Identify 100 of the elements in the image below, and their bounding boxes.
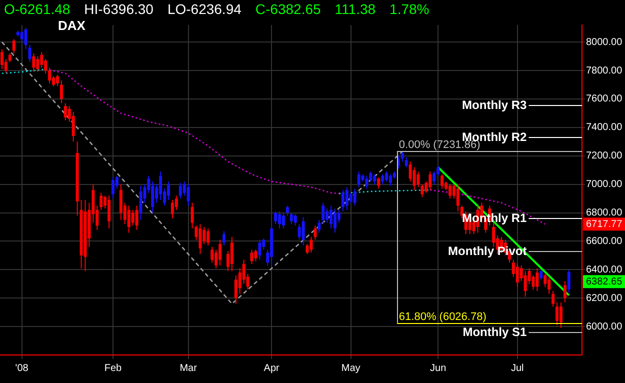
candlestick	[544, 273, 547, 288]
y-tick-label: 6200.00	[586, 292, 623, 304]
candlestick	[242, 259, 246, 284]
candlestick	[432, 171, 436, 185]
candlestick	[345, 186, 348, 210]
candlestick	[341, 190, 344, 212]
x-tick-label: Feb	[104, 362, 122, 374]
candlestick	[428, 171, 432, 190]
candlestick	[0, 48, 4, 70]
candlestick	[559, 302, 562, 328]
candlestick	[12, 38, 16, 54]
candlestick	[385, 171, 388, 182]
candlestick	[258, 239, 262, 260]
candlestick	[210, 246, 214, 264]
text: O-6261.48	[4, 0, 70, 18]
candlestick	[349, 192, 352, 204]
candlestick	[48, 67, 52, 84]
x-tick-label: '08	[15, 362, 29, 374]
candlestick	[389, 174, 392, 186]
y-tick-label: 7600.00	[586, 94, 623, 105]
candlestick	[278, 210, 282, 229]
candlestick	[60, 80, 63, 104]
candlestick	[404, 156, 408, 168]
candlestick	[127, 205, 130, 234]
candlestick	[230, 236, 234, 272]
y-tick-label: 7800.00	[586, 65, 623, 76]
text: HI-6396.30	[84, 0, 154, 18]
candlestick	[135, 205, 138, 230]
candlestick	[64, 102, 67, 121]
text: 1.78%	[390, 0, 430, 18]
candlestick	[250, 249, 254, 264]
candlestick	[111, 176, 114, 200]
candlestick	[334, 208, 337, 234]
y-tick-label: 7200.00	[586, 150, 623, 162]
x-tick-label: Mar	[180, 362, 198, 374]
candlestick	[408, 161, 412, 182]
candlestick	[131, 209, 134, 226]
x-tick-label: Jun	[430, 362, 446, 374]
candlestick	[400, 151, 404, 162]
candlestick	[536, 268, 539, 292]
candlestick	[290, 212, 293, 225]
candlestick	[151, 180, 154, 214]
chart-title: DAX	[58, 18, 86, 33]
candlestick	[166, 180, 170, 200]
candlestick	[56, 74, 59, 87]
x-tick-label: Apr	[264, 362, 280, 374]
candlestick	[302, 216, 305, 246]
candlestick	[174, 195, 178, 210]
candlestick	[448, 184, 452, 200]
candlestick	[222, 230, 226, 246]
candlestick	[178, 182, 182, 200]
candlestick	[159, 171, 162, 200]
y-tick-label: 6800.00	[586, 208, 623, 219]
candlestick	[318, 219, 321, 234]
candlestick	[365, 175, 368, 190]
candlestick	[310, 236, 313, 254]
candlestick	[373, 174, 376, 185]
candlestick	[412, 166, 416, 190]
candlestick	[330, 205, 333, 229]
candlestick	[460, 205, 464, 219]
y-tick-label: 6600.00	[586, 236, 623, 247]
candlestick	[108, 195, 111, 229]
candlestick	[314, 225, 317, 240]
line-series	[430, 189, 546, 225]
candlestick	[286, 205, 289, 216]
candlestick	[234, 274, 238, 304]
y-tick-label: 6000.00	[586, 321, 623, 332]
candlestick	[456, 184, 460, 212]
x-tick-label: Jul	[510, 362, 524, 374]
candlestick	[369, 171, 372, 182]
candlestick	[238, 268, 242, 294]
candlestick	[274, 210, 278, 225]
y-tick-label: 7400.00	[586, 122, 623, 134]
candlestick	[32, 52, 36, 72]
ref-line-label: Monthly R3	[462, 98, 528, 112]
text: 6717.77	[586, 218, 623, 230]
candlestick	[254, 249, 258, 262]
candlestick	[552, 290, 555, 308]
ref-line-label: 61.80% (6026.78)	[398, 311, 486, 324]
candlestick	[20, 30, 24, 43]
candlestick	[40, 52, 44, 68]
candlestick	[294, 214, 297, 226]
candlestick	[119, 184, 122, 220]
candlestick	[563, 280, 566, 303]
candlestick	[298, 224, 301, 240]
candlestick	[357, 171, 360, 188]
candlestick	[516, 263, 519, 288]
candlestick	[377, 176, 380, 190]
candlestick	[322, 202, 325, 225]
candlestick	[100, 192, 103, 210]
candlestick	[282, 212, 285, 229]
candlestick	[170, 199, 174, 219]
candlestick	[381, 174, 384, 185]
y-tick-label: 6400.00	[586, 264, 623, 276]
candlestick	[556, 302, 559, 326]
candlestick	[72, 111, 75, 142]
ref-line-label: Monthly S1	[462, 324, 528, 339]
candlestick	[218, 239, 222, 266]
candlestick	[186, 184, 190, 206]
text: C-6382.65	[255, 0, 321, 18]
